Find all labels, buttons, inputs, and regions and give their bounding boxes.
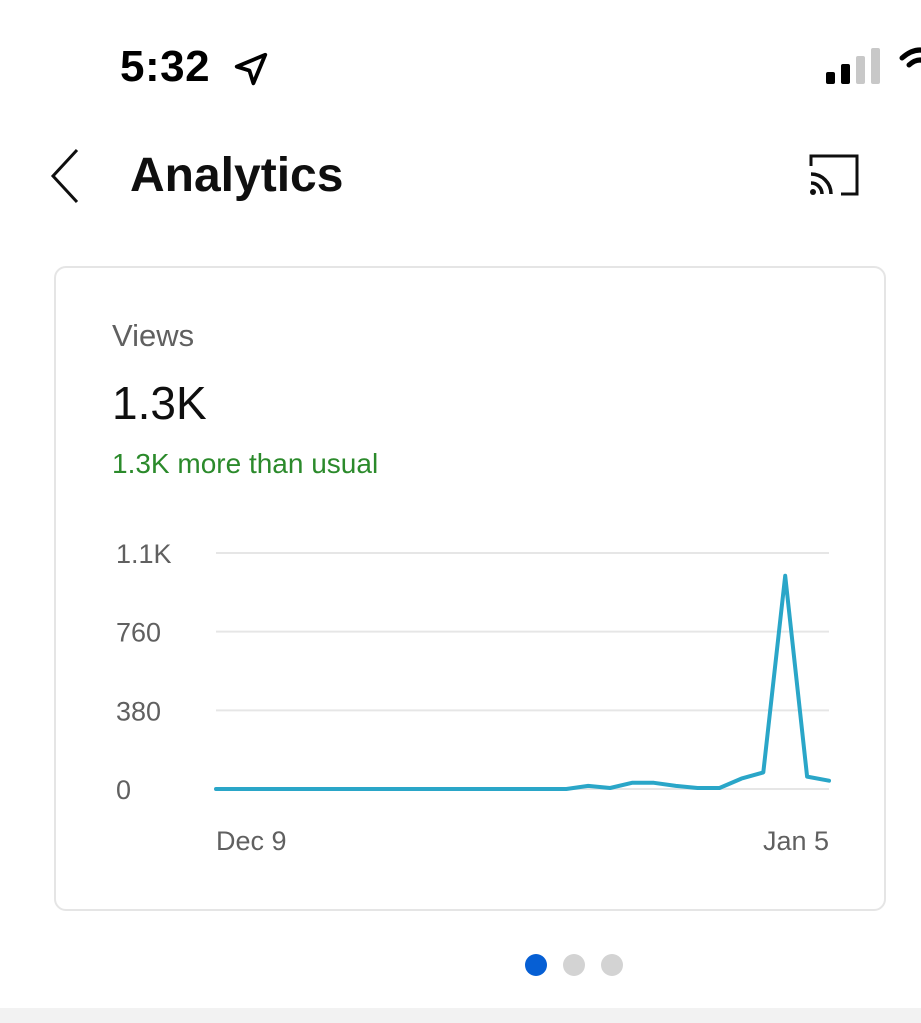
y-tick-label: 760 — [116, 618, 161, 648]
pagination-dot[interactable] — [563, 954, 585, 976]
back-button[interactable] — [40, 144, 88, 208]
metric-delta: 1.3K more than usual — [112, 448, 379, 479]
page-title: Analytics — [130, 149, 344, 202]
wifi-icon — [899, 47, 921, 68]
cast-icon — [809, 154, 859, 196]
y-tick-label: 380 — [116, 696, 161, 726]
views-series-line — [214, 573, 831, 791]
x-axis-ticks: Dec 9 Jan 5 — [216, 826, 829, 856]
cellular-signal-icon — [826, 48, 880, 84]
x-tick-label: Jan 5 — [763, 826, 829, 856]
y-axis-ticks: 1.1K 760 380 0 — [116, 539, 172, 805]
pagination-dot[interactable] — [525, 954, 547, 976]
chart-grid — [216, 552, 829, 790]
pagination-dots — [525, 954, 623, 976]
chevron-left-icon — [50, 148, 79, 204]
status-time: 5:32 — [120, 42, 211, 91]
metric-value: 1.3K — [112, 377, 207, 429]
views-line-chart: 1.1K 760 380 0 Dec 9 Jan 5 — [116, 539, 831, 856]
cast-button[interactable] — [800, 148, 866, 202]
y-tick-label: 0 — [116, 775, 131, 805]
metric-label: Views — [112, 318, 195, 353]
bottom-strip — [0, 1008, 921, 1023]
y-tick-label: 1.1K — [116, 539, 172, 569]
views-card[interactable]: Views 1.3K 1.3K more than usual 1.1K 760 3… — [54, 266, 886, 911]
location-arrow-icon — [234, 52, 268, 86]
x-tick-label: Dec 9 — [216, 826, 287, 856]
pagination-dot[interactable] — [601, 954, 623, 976]
